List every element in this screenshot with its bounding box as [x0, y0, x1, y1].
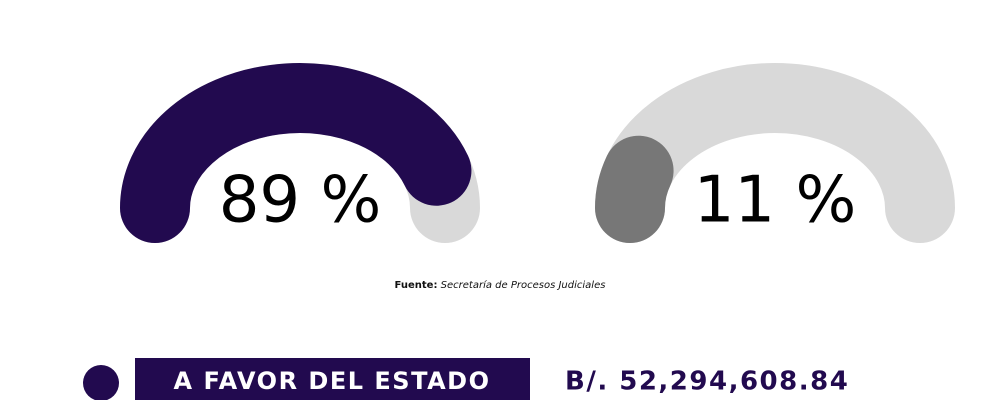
gauge-value: [120, 63, 472, 243]
source-label: Fuente:: [395, 280, 438, 291]
legend-amount: B/. 52,294,608.84: [565, 367, 849, 397]
legend-box: [135, 358, 530, 400]
source-text: Secretaría de Procesos Judiciales: [441, 279, 606, 291]
source-note: Fuente: Secretaría de Procesos Judiciale…: [395, 279, 606, 291]
legend-dot: [83, 365, 119, 400]
gauge-value: [595, 135, 674, 243]
gauge-label: 11 %: [694, 164, 857, 238]
gauge-label: 89 %: [219, 164, 382, 238]
legend-label: A FAVOR DEL ESTADO: [174, 367, 491, 395]
